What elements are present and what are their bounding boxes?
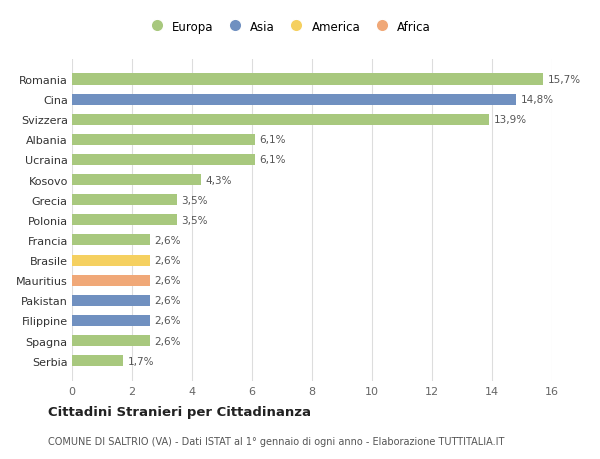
- Text: 1,7%: 1,7%: [128, 356, 154, 366]
- Text: 2,6%: 2,6%: [155, 256, 181, 265]
- Text: 2,6%: 2,6%: [155, 275, 181, 285]
- Bar: [72, 134, 255, 146]
- Text: 2,6%: 2,6%: [155, 296, 181, 306]
- Bar: [72, 295, 150, 306]
- Bar: [72, 114, 489, 125]
- Text: 2,6%: 2,6%: [155, 316, 181, 326]
- Text: Cittadini Stranieri per Cittadinanza: Cittadini Stranieri per Cittadinanza: [48, 405, 311, 419]
- Text: 3,5%: 3,5%: [182, 215, 208, 225]
- Bar: [72, 95, 516, 106]
- Bar: [72, 74, 543, 85]
- Bar: [72, 235, 150, 246]
- Text: 2,6%: 2,6%: [155, 235, 181, 246]
- Legend: Europa, Asia, America, Africa: Europa, Asia, America, Africa: [145, 21, 431, 34]
- Bar: [72, 275, 150, 286]
- Bar: [72, 355, 123, 366]
- Text: 3,5%: 3,5%: [182, 195, 208, 205]
- Text: 6,1%: 6,1%: [260, 135, 286, 145]
- Bar: [72, 215, 177, 226]
- Text: COMUNE DI SALTRIO (VA) - Dati ISTAT al 1° gennaio di ogni anno - Elaborazione TU: COMUNE DI SALTRIO (VA) - Dati ISTAT al 1…: [48, 437, 505, 446]
- Bar: [72, 155, 255, 166]
- Bar: [72, 195, 177, 206]
- Bar: [72, 315, 150, 326]
- Text: 2,6%: 2,6%: [155, 336, 181, 346]
- Bar: [72, 335, 150, 346]
- Text: 6,1%: 6,1%: [260, 155, 286, 165]
- Text: 15,7%: 15,7%: [548, 75, 581, 85]
- Bar: [72, 255, 150, 266]
- Bar: [72, 174, 201, 186]
- Text: 13,9%: 13,9%: [493, 115, 527, 125]
- Text: 4,3%: 4,3%: [205, 175, 232, 185]
- Text: 14,8%: 14,8%: [521, 95, 554, 105]
